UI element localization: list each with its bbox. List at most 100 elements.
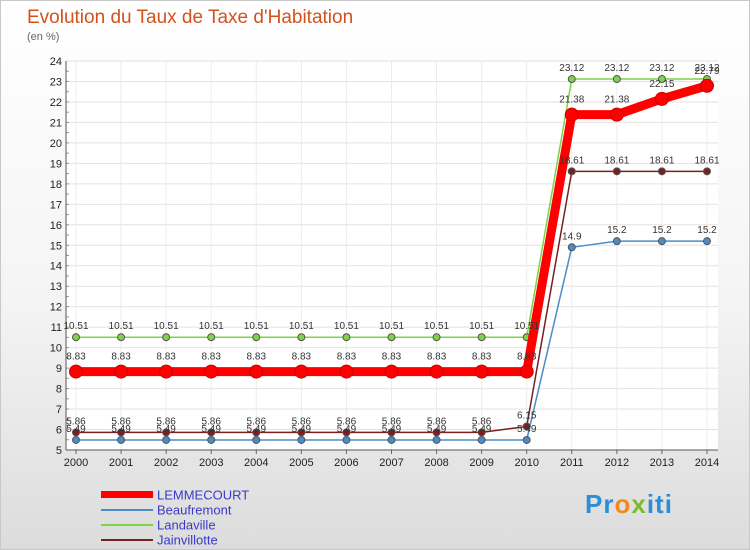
- data-label-beaufremont: 5.49: [427, 424, 447, 435]
- data-point-landaville: [342, 333, 351, 342]
- data-label-landaville: 10.51: [469, 321, 494, 332]
- data-point-beaufremont: [477, 435, 486, 444]
- data-label-landaville: 10.51: [199, 321, 224, 332]
- data-label-landaville: 10.51: [514, 321, 539, 332]
- y-tick-label: 6: [56, 425, 62, 437]
- data-label-lemmecourt: 21.38: [559, 95, 584, 106]
- data-label-beaufremont: 5.49: [517, 424, 537, 435]
- data-label-jainvillotte: 5.86: [427, 416, 447, 427]
- data-label-landaville: 23.12: [649, 63, 674, 74]
- y-tick-label: 19: [50, 158, 62, 170]
- data-point-lemmecourt: [204, 364, 219, 379]
- legend-swatch: [101, 523, 153, 526]
- data-label-beaufremont: 5.49: [382, 424, 402, 435]
- data-point-landaville: [207, 333, 216, 342]
- y-tick-label: 10: [50, 343, 62, 355]
- data-point-beaufremont: [612, 237, 621, 246]
- data-label-lemmecourt: 22.15: [649, 79, 674, 90]
- x-tick-label: 2010: [514, 457, 538, 469]
- data-label-lemmecourt: 8.83: [337, 352, 357, 363]
- data-label-lemmecourt: 8.83: [472, 352, 492, 363]
- data-point-lemmecourt: [474, 364, 489, 379]
- axes: 5 6 7 8 9 10 11 12 13 14 15 16 17 18 19 20 21 22 23 24 2000 2…: [50, 56, 719, 469]
- data-point-landaville: [297, 333, 306, 342]
- legend-label: Landaville: [157, 517, 216, 533]
- data-label-jainvillotte: 5.86: [337, 416, 357, 427]
- data-point-jainvillotte: [207, 428, 216, 437]
- data-point-lemmecourt: [564, 107, 579, 122]
- legend-swatch: [101, 491, 153, 499]
- data-label-jainvillotte: 6.15: [517, 410, 537, 421]
- data-label-beaufremont: 5.49: [292, 424, 312, 435]
- legend-swatch: [101, 538, 153, 541]
- series-layer: [69, 75, 714, 444]
- data-point-lemmecourt: [249, 364, 264, 379]
- x-tick-label: 2009: [469, 457, 493, 469]
- y-tick-label: 13: [50, 281, 62, 293]
- data-point-beaufremont: [162, 435, 171, 444]
- data-point-beaufremont: [567, 243, 576, 252]
- chart-unit-label: (en %): [27, 31, 60, 43]
- data-label-jainvillotte: 5.86: [247, 416, 267, 427]
- data-label-lemmecourt: 8.83: [156, 352, 176, 363]
- data-point-landaville: [252, 333, 261, 342]
- data-label-landaville: 10.51: [289, 321, 314, 332]
- y-tick-label: 16: [50, 220, 62, 232]
- data-point-landaville: [432, 333, 441, 342]
- data-label-lemmecourt: 21.38: [604, 95, 629, 106]
- data-label-lemmecourt: 8.83: [427, 352, 447, 363]
- data-label-lemmecourt: 8.83: [382, 352, 402, 363]
- data-label-lemmecourt: 22.79: [694, 66, 719, 77]
- x-tick-label: 2002: [154, 457, 178, 469]
- data-point-beaufremont: [207, 435, 216, 444]
- data-label-beaufremont: 15.2: [697, 225, 717, 236]
- data-point-lemmecourt: [69, 364, 83, 379]
- data-point-lemmecourt: [294, 364, 309, 379]
- y-tick-label: 20: [50, 138, 62, 150]
- data-point-jainvillotte: [522, 422, 531, 431]
- data-point-jainvillotte: [117, 428, 126, 437]
- y-tick-label: 22: [50, 97, 62, 109]
- data-label-landaville: 23.12: [559, 63, 584, 74]
- data-label-landaville: 10.51: [424, 321, 449, 332]
- data-point-landaville: [477, 333, 486, 342]
- data-point-beaufremont: [297, 435, 306, 444]
- y-tick-label: 11: [51, 322, 62, 334]
- data-point-lemmecourt: [429, 364, 444, 379]
- legend-item-lemmecourt: LEMMECOURT: [101, 487, 249, 502]
- y-tick-label: 12: [50, 302, 62, 314]
- data-label-lemmecourt: 8.83: [111, 352, 131, 363]
- legend-label: Beaufremont: [157, 502, 232, 518]
- data-point-lemmecourt: [700, 78, 714, 93]
- data-point-lemmecourt: [339, 364, 354, 379]
- chart-title: Evolution du Taux de Taxe d'Habitation: [27, 7, 354, 28]
- y-tick-label: 5: [56, 445, 62, 457]
- data-point-jainvillotte: [297, 428, 306, 437]
- data-point-beaufremont: [703, 237, 711, 246]
- data-point-landaville: [657, 75, 666, 84]
- data-label-beaufremont: 5.49: [337, 424, 357, 435]
- y-tick-label: 9: [56, 363, 62, 375]
- x-tick-label: 2003: [199, 457, 223, 469]
- legend-item-jainvillotte: Jainvillotte: [101, 532, 249, 547]
- data-point-lemmecourt: [519, 364, 534, 379]
- data-labels-layer: 5.49 5.49 5.49 5.49 5.49 5.49 5.49 5.49 5.49 5.49…: [63, 63, 719, 435]
- x-tick-label: 2013: [650, 457, 674, 469]
- data-point-landaville: [567, 75, 576, 84]
- legend-item-landaville: Landaville: [101, 517, 249, 532]
- data-point-landaville: [72, 333, 80, 342]
- y-tick-label: 17: [50, 199, 62, 211]
- y-tick-label: 8: [56, 384, 62, 396]
- data-label-lemmecourt: 8.83: [247, 352, 267, 363]
- x-tick-label: 2004: [244, 457, 268, 469]
- data-point-lemmecourt: [384, 364, 399, 379]
- x-tick-label: 2008: [424, 457, 448, 469]
- y-tick-label: 15: [50, 240, 62, 252]
- data-label-landaville: 10.51: [154, 321, 179, 332]
- data-label-beaufremont: 5.49: [201, 424, 221, 435]
- data-label-landaville: 10.51: [244, 321, 269, 332]
- data-label-beaufremont: 5.49: [66, 424, 86, 435]
- grid: [66, 60, 718, 451]
- legend-label: LEMMECOURT: [157, 487, 250, 503]
- data-point-landaville: [387, 333, 396, 342]
